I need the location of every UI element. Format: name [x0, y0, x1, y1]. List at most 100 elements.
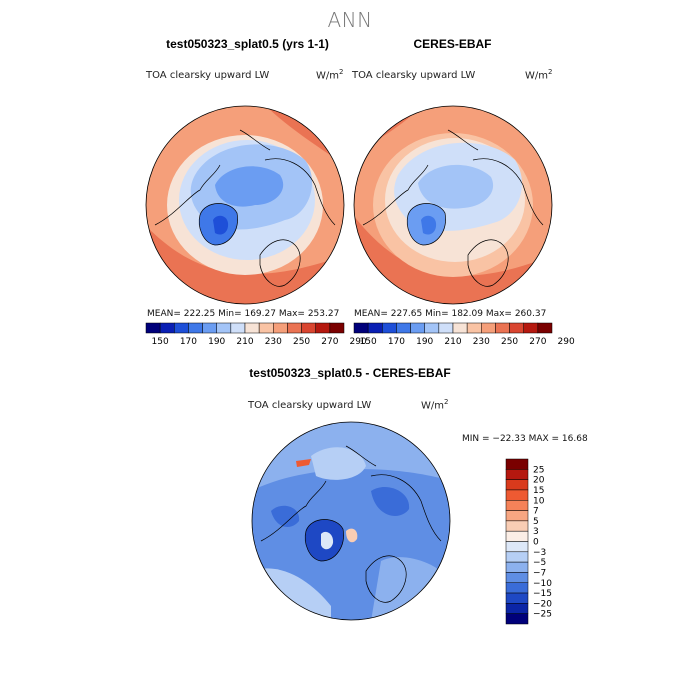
- colorbar-3-swatch: [505, 458, 529, 470]
- map-3-greenland-core: [321, 531, 334, 550]
- colorbar-1-swatch: [230, 322, 246, 334]
- map-1-greenland-core: [213, 215, 229, 235]
- colorbar-3-swatch: [505, 613, 529, 625]
- panel-2-variable: TOA clearsky upward LW: [352, 70, 476, 81]
- colorbar-1-tick-label: 190: [208, 337, 225, 347]
- colorbar-2-swatch: [537, 322, 553, 334]
- panel-3-title: test050323_splat0.5 - CERES-EBAF: [249, 366, 451, 380]
- colorbar-2-swatch: [495, 322, 510, 334]
- colorbar-3-tick-label: 3: [533, 527, 539, 537]
- map-2-coastlines: [362, 129, 544, 287]
- colorbar-1-tick-label: 210: [236, 337, 253, 347]
- colorbar-2-swatch: [410, 322, 425, 334]
- colorbar-1-swatch: [315, 322, 331, 334]
- map-3-positive-spot: [296, 459, 311, 467]
- colorbar-3-tick-label: −10: [533, 579, 552, 589]
- colorbar-2-tick-label: 170: [388, 337, 405, 347]
- colorbar-3-tick-label: −20: [533, 599, 552, 609]
- colorbar-3-swatch: [505, 551, 529, 563]
- colorbar-1-swatch: [159, 322, 175, 334]
- map-3-positive-patch: [346, 528, 358, 543]
- colorbar-1-tick-label: 250: [293, 337, 310, 347]
- colorbar-3-swatch: [505, 500, 529, 511]
- colorbar-2-swatch: [509, 322, 524, 334]
- colorbar-3-tick-label: −25: [533, 610, 552, 620]
- colorbar-3-tick-label: −3: [533, 548, 546, 558]
- colorbar-1-swatch: [145, 322, 161, 334]
- panel-3-units: W/m2: [421, 398, 449, 412]
- colorbar-2-swatch: [452, 322, 468, 334]
- colorbar-3-swatch: [505, 469, 529, 480]
- panel-2-stats: MEAN= 227.65 Min= 182.09 Max= 260.37: [354, 309, 547, 319]
- colorbar-3-swatch: [505, 489, 529, 501]
- colorbar-2-tick-label: 190: [416, 337, 433, 347]
- main-title: ANN: [327, 8, 373, 32]
- colorbar-2: 150 170 190 210 230 250 270 290: [353, 322, 575, 347]
- colorbar-2-swatch: [438, 322, 454, 334]
- panel-3-variable: TOA clearsky upward LW: [248, 400, 372, 411]
- colorbar-2-swatch: [481, 322, 496, 334]
- colorbar-3-tick-label: 25: [533, 465, 544, 475]
- colorbar-3-swatch: [505, 541, 529, 553]
- map-2-band-atlantic: [354, 215, 552, 304]
- colorbar-2-swatch: [466, 322, 482, 334]
- panel-2-title: CERES-EBAF: [413, 37, 492, 51]
- map-1-boundary: [145, 105, 345, 305]
- colorbar-1-tick-label: 270: [321, 337, 338, 347]
- colorbar-1-swatch: [301, 322, 316, 334]
- map-2-boundary: [353, 105, 553, 305]
- colorbar-1-swatch: [244, 322, 260, 334]
- colorbar-3-swatch: [505, 530, 529, 542]
- colorbar-3-swatch: [505, 592, 529, 604]
- panel-1-title: test050323_splat0.5 (yrs 1-1): [166, 37, 329, 51]
- colorbar-1-tick-label: 170: [180, 337, 197, 347]
- panel-3-stats: MIN = −22.33 MAX = 16.68: [462, 434, 588, 444]
- panel-1-stats: MEAN= 222.25 Min= 169.27 Max= 253.27: [147, 309, 340, 319]
- colorbar-3-swatch: [505, 520, 529, 532]
- map-2-band-190: [418, 164, 494, 209]
- map-1-band-180: [215, 166, 284, 207]
- colorbar-3-swatch: [505, 479, 529, 491]
- colorbar-2-tick-label: 270: [529, 337, 546, 347]
- colorbar-1-tick-label: 290: [350, 337, 367, 347]
- map-1-coastlines: [154, 129, 336, 287]
- colorbar-3-tick-label: −5: [533, 558, 546, 568]
- colorbar-3-tick-label: 20: [533, 476, 545, 486]
- colorbar-3-swatch: [505, 572, 529, 583]
- colorbar-3-tick-label: −7: [533, 568, 546, 578]
- colorbar-2-swatch: [382, 322, 397, 334]
- colorbar-2-swatch: [367, 322, 383, 334]
- map-2-observation: [353, 105, 553, 305]
- colorbar-1-swatch: [329, 322, 345, 334]
- panel-1-units: W/m2: [316, 68, 344, 82]
- map-3-coastlines: [260, 445, 442, 603]
- colorbar-1-tick-label: 230: [265, 337, 282, 347]
- map-3-difference: [251, 421, 451, 621]
- map-1-model: [145, 105, 345, 305]
- map-2-greenland-core: [421, 215, 437, 235]
- colorbar-2-swatch: [353, 322, 369, 334]
- colorbar-2-swatch: [424, 322, 440, 334]
- map-1-band-atlantic: [146, 225, 344, 304]
- colorbar-2-tick-label: 290: [558, 337, 575, 347]
- colorbar-1-swatch: [174, 322, 189, 334]
- colorbar-1-swatch: [287, 322, 302, 334]
- colorbar-3-swatch: [505, 510, 529, 522]
- colorbar-2-swatch: [396, 322, 411, 334]
- map-3-patch-2: [271, 505, 300, 527]
- map-3-patch-3: [371, 487, 410, 516]
- colorbar-2-tick-label: 150: [360, 337, 377, 347]
- colorbar-1: 150 170 190 210 230 250 270 290: [145, 322, 367, 347]
- panel-1-variable: TOA clearsky upward LW: [146, 70, 270, 81]
- colorbar-3-swatch: [505, 561, 529, 573]
- colorbar-3-tick-label: 15: [533, 486, 544, 496]
- colorbar-3-tick-label: 10: [533, 496, 545, 506]
- colorbar-3-tick-label: −15: [533, 589, 552, 599]
- colorbar-1-swatch: [216, 322, 232, 334]
- map-3-patch-1: [311, 447, 366, 480]
- colorbar-2-tick-label: 210: [444, 337, 461, 347]
- colorbar-3-tick-label: 5: [533, 517, 539, 527]
- colorbar-3-tick-label: 7: [533, 507, 539, 517]
- colorbar-1-tick-label: 150: [152, 337, 169, 347]
